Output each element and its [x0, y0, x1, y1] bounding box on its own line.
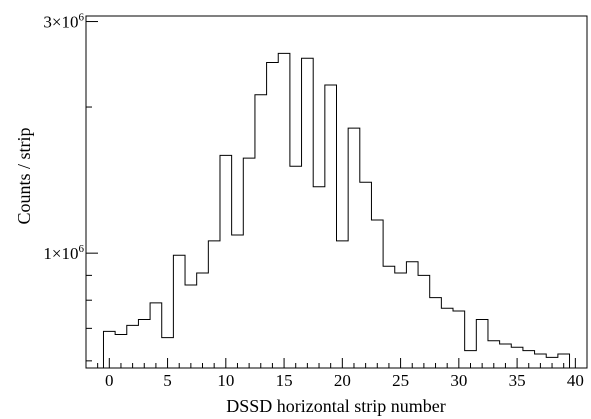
x-tick-label: 0 [105, 371, 114, 390]
y-tick-label: 3×106 [43, 12, 84, 32]
x-tick-label: 5 [163, 371, 172, 390]
y-axis-ticks: 1×106 3×106 [43, 12, 98, 362]
x-tick-label: 40 [567, 371, 584, 390]
x-tick-label: 10 [217, 371, 234, 390]
x-tick-label: 25 [392, 371, 409, 390]
plot-frame [85, 15, 588, 369]
x-tick-label: 30 [450, 371, 467, 390]
y-tick-label: 1×106 [43, 243, 84, 263]
y-axis-title: Counts / strip [14, 127, 34, 224]
histogram-series [102, 52, 571, 368]
x-axis-title: DSSD horizontal strip number [226, 396, 445, 416]
x-axis-ticks: 0 5 10 15 20 25 30 35 40 [97, 358, 584, 390]
x-tick-label: 20 [334, 371, 351, 390]
x-tick-label: 35 [509, 371, 526, 390]
x-tick-label: 15 [276, 371, 293, 390]
